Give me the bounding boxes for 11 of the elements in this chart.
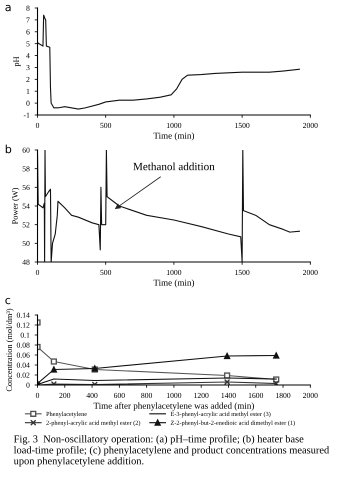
x-axis-title: Time (min) [154,279,194,288]
y-axis-title: Power (W) [12,188,20,224]
y-axis-title: Concentration (mol/dm³) [6,308,14,392]
chart-title: a [5,4,11,12]
caption: Fig. 3 Non-oscillatory operation: (a) pH–time profile; (b) heater base load-time profile; (c) phenylacetylene and product concentrations measured upon phenylacetylene addition. [14,435,330,467]
chart-title: c [5,298,10,304]
y-axis-title: pH [14,56,21,66]
x-axis-title: Time (min) [154,132,194,141]
annotation: Methanol addition [133,162,215,170]
x-axis-title: Time after phenylacetylene was added (min) [94,402,254,411]
chart-title: b [6,144,12,154]
